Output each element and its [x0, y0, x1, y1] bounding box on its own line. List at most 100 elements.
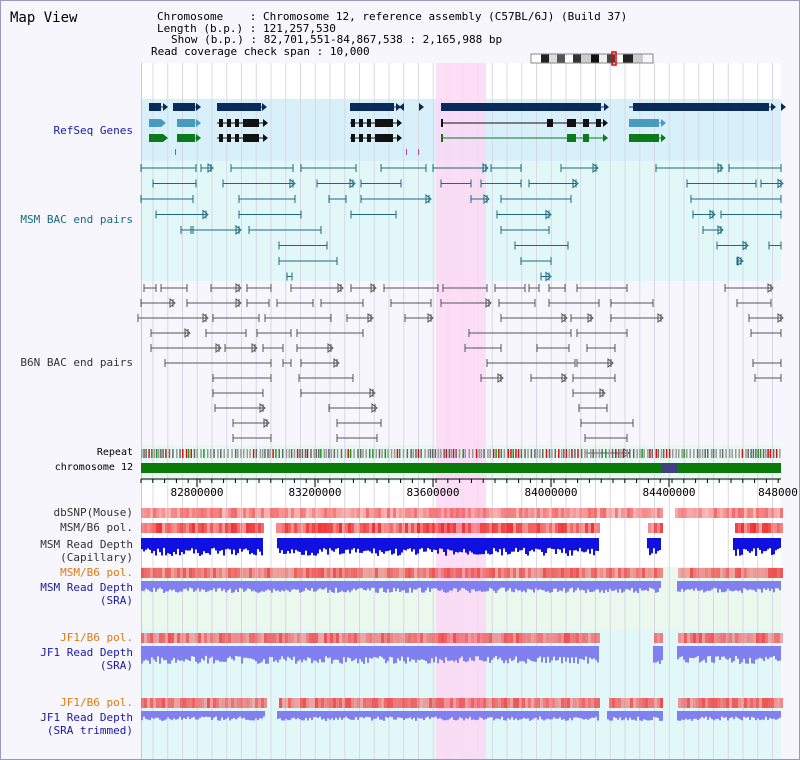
- jf1-pol-trim-bar: [180, 698, 183, 708]
- jf1-depth-sra-bar: [531, 646, 533, 662]
- track-label-jf1-depth-sra[interactable]: JF1 Read Depth: [40, 646, 133, 659]
- jf1-pol-sra-bar: [399, 633, 402, 643]
- jf1-pol-trim-bar: [495, 698, 498, 708]
- dbsnp-density-bar: [174, 508, 177, 518]
- msm-depth-sra-bar: [155, 581, 157, 592]
- repeat-element: [517, 449, 520, 458]
- jf1-depth-sra-bar: [767, 646, 769, 660]
- msm-depth-cap-bar: [253, 538, 255, 555]
- jf1-pol-trim-bar: [348, 698, 351, 708]
- repeat-element: [478, 449, 480, 458]
- jf1-depth-trim-bar: [431, 711, 433, 718]
- jf1-depth-trim-bar: [353, 711, 355, 720]
- track-label-chromosome[interactable]: chromosome 12: [54, 462, 133, 473]
- jf1-depth-sra-bar: [201, 646, 203, 659]
- dbsnp-density-bar: [153, 508, 156, 518]
- repeat-element: [165, 449, 167, 458]
- msm-depth-sra-bar: [319, 581, 321, 589]
- axis-tick-label: 83600000: [406, 486, 460, 499]
- jf1-depth-sra-bar: [283, 646, 285, 660]
- jf1-depth-sra-bar: [297, 646, 299, 662]
- jf1-pol-sra-bar: [471, 633, 474, 643]
- msm-depth-sra-bar: [773, 581, 775, 593]
- msm-depth-sra-bar: [693, 581, 695, 591]
- msm-pol-cap-bar: [522, 523, 525, 533]
- jf1-pol-sra-bar: [687, 633, 690, 643]
- jf1-pol-sra-bar: [267, 633, 270, 643]
- msm-depth-cap-bar: [391, 538, 393, 555]
- msm-pol-cap-bar: [531, 523, 534, 533]
- msm-pol-sra-bar: [360, 568, 363, 578]
- b6n-bac-end-arrow: [259, 402, 266, 414]
- jf1-pol-sra-bar: [546, 633, 549, 643]
- repeat-element: [398, 449, 401, 458]
- track-label-dbsnp[interactable]: dbSNP(Mouse): [53, 506, 133, 519]
- msm-depth-cap-bar: [419, 538, 421, 550]
- jf1-depth-trim-bar: [319, 711, 321, 717]
- track-label-msm-bac[interactable]: MSM BAC end pairs: [20, 213, 133, 226]
- track-label-msm-depth-sra[interactable]: MSM Read Depth: [40, 581, 133, 594]
- msm-pol-sra-bar: [207, 568, 210, 578]
- jf1-depth-trim-bar: [609, 711, 611, 721]
- msm-depth-cap-bar: [315, 538, 317, 556]
- jf1-depth-sra-bar: [507, 646, 509, 664]
- msm-depth-cap-bar: [205, 538, 207, 554]
- jf1-depth-sra-bar: [475, 646, 477, 657]
- track-label-msm-depth-cap[interactable]: MSM Read Depth: [40, 538, 133, 551]
- jf1-pol-sra-bar: [285, 633, 288, 643]
- track-label-jf1-depth-trim[interactable]: JF1 Read Depth: [40, 711, 133, 724]
- jf1-pol-sra-bar: [411, 633, 414, 643]
- dbsnp-density-bar: [330, 508, 333, 518]
- msm-depth-cap-bar: [223, 538, 225, 556]
- track-label-repeat[interactable]: Repeat: [96, 447, 133, 458]
- msm-pol-sra-bar: [462, 568, 465, 578]
- msm-pol-cap-bar: [228, 523, 231, 533]
- jf1-depth-sra-bar: [277, 646, 279, 663]
- dbsnp-density-bar: [636, 508, 639, 518]
- jf1-pol-sra-bar: [519, 633, 522, 643]
- jf1-depth-trim-bar: [157, 711, 159, 718]
- jf1-pol-sra-bar: [441, 633, 444, 643]
- jf1-depth-trim-bar: [457, 711, 459, 720]
- chromosome-value: Chromosome 12, reference assembly (C57BL…: [262, 10, 628, 23]
- jf1-pol-trim-bar: [696, 698, 699, 708]
- dbsnp-density-bar: [744, 508, 747, 518]
- jf1-depth-trim-bar: [383, 711, 385, 721]
- jf1-pol-trim-bar: [654, 698, 657, 708]
- gene-exon: [177, 134, 195, 142]
- jf1-depth-trim-bar: [651, 711, 653, 720]
- jf1-pol-trim-bar: [390, 698, 393, 708]
- dbsnp-density-bar: [738, 508, 741, 518]
- jf1-pol-trim-bar: [357, 698, 360, 708]
- jf1-depth-sra-bar: [485, 646, 487, 662]
- repeat-element: [571, 449, 573, 458]
- jf1-depth-trim-bar: [469, 711, 471, 717]
- jf1-depth-trim-bar: [723, 711, 725, 718]
- msm-pol-cap-bar: [780, 523, 783, 533]
- msm-depth-sra-bar: [163, 581, 165, 593]
- track-label-refseq[interactable]: RefSeq Genes: [53, 124, 133, 137]
- msm-pol-cap-bar: [441, 523, 444, 533]
- jf1-depth-sra-bar: [343, 646, 345, 658]
- msm-depth-sra-bar: [171, 581, 173, 591]
- msm-depth-sra-bar: [229, 581, 231, 589]
- msm-pol-sra-bar: [204, 568, 207, 578]
- jf1-pol-sra-bar: [393, 633, 396, 643]
- msm-depth-sra-bar: [177, 581, 179, 593]
- jf1-depth-trim-bar: [737, 711, 739, 719]
- jf1-depth-sra-bar: [435, 646, 437, 657]
- track-label-jf1-b6-pol-2[interactable]: JF1/B6 pol.: [60, 696, 133, 709]
- track-label-jf1-b6-pol-1[interactable]: JF1/B6 pol.: [60, 631, 133, 644]
- track-label-msm-b6-pol-cap[interactable]: MSM/B6 pol.: [60, 521, 133, 534]
- msm-depth-sra-bar: [209, 581, 211, 591]
- track-label-msm-b6-pol-sra[interactable]: MSM/B6 pol.: [60, 566, 133, 579]
- dbsnp-density-bar: [447, 508, 450, 518]
- msm-depth-sra-bar: [221, 581, 223, 591]
- jf1-depth-sra-bar: [711, 646, 713, 663]
- track-label-b6n-bac[interactable]: B6N BAC end pairs: [20, 356, 133, 369]
- jf1-pol-sra-bar: [147, 633, 150, 643]
- jf1-pol-trim-bar: [567, 698, 570, 708]
- jf1-depth-sra-bar: [757, 646, 759, 659]
- jf1-depth-trim-bar: [535, 711, 537, 718]
